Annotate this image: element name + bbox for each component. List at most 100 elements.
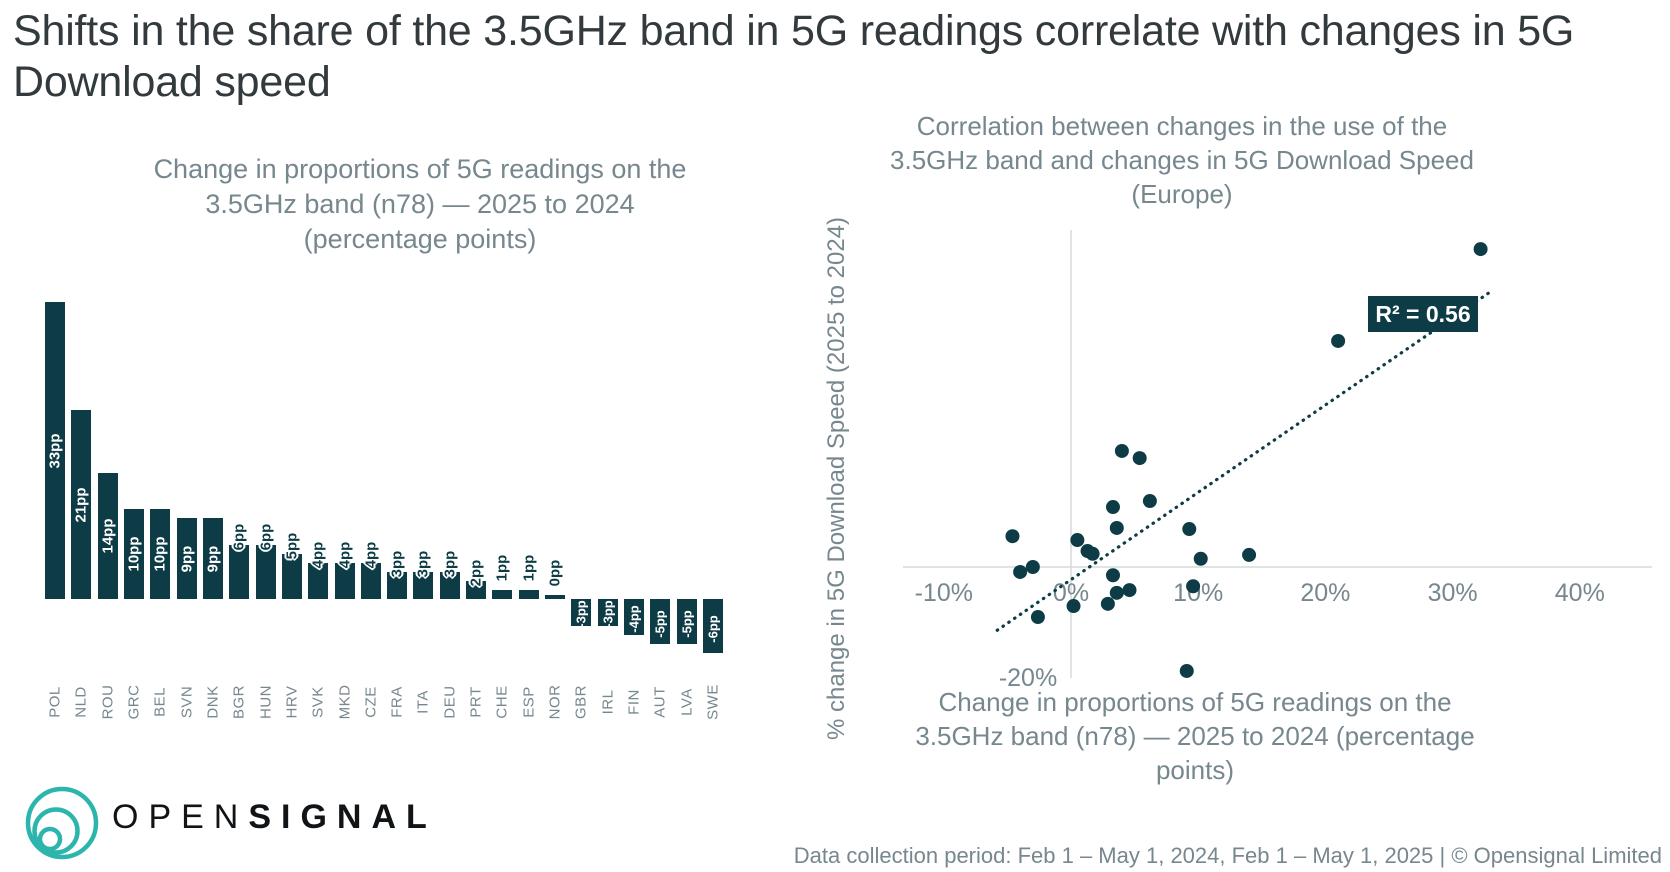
bar-value-label: 2pp xyxy=(467,559,485,587)
scatter-point xyxy=(1109,520,1124,535)
bar-value-label: -3pp xyxy=(600,600,616,628)
bar-value-label: 10pp xyxy=(151,536,169,572)
bar-GBR xyxy=(571,599,592,626)
scatter-point xyxy=(1005,529,1020,544)
scatter-point xyxy=(1142,494,1157,508)
country-label-CHE: CHE xyxy=(493,685,511,719)
bar-value-label: 4pp xyxy=(336,541,354,569)
y-tick--20%: -20% xyxy=(999,664,1057,692)
scatter-point xyxy=(1473,242,1488,257)
scatter-point xyxy=(1132,451,1147,466)
bar-ROU xyxy=(97,473,118,599)
bar-value-label: 6pp xyxy=(230,523,248,551)
bar-value-label: 9pp xyxy=(178,545,196,572)
bar-chart-title: Change in proportions of 5G readings on … xyxy=(153,154,687,255)
r2-badge xyxy=(1368,296,1478,332)
bar-value-label: 3pp xyxy=(388,550,406,578)
scatter-point xyxy=(1105,568,1120,583)
bar-PRT xyxy=(466,581,487,599)
bar-DNK xyxy=(202,518,223,599)
bar-value-label: 0pp xyxy=(546,559,564,587)
scatter-point xyxy=(1122,583,1137,598)
bar-ESP xyxy=(518,590,539,599)
scatter-point xyxy=(1070,533,1085,548)
scatter-point xyxy=(1193,551,1208,566)
country-label-AUT: AUT xyxy=(651,686,669,718)
country-label-DNK: DNK xyxy=(204,685,222,719)
country-label-NLD: NLD xyxy=(72,686,90,718)
scatter-plot: -10% 0% 10% 20% 30% 40%-20%R² = 0.56 xyxy=(903,230,1652,692)
country-label-ROU: ROU xyxy=(99,684,117,720)
scatter-chart-title: Correlation between changes in the use o… xyxy=(890,111,1474,209)
country-label-HUN: HUN xyxy=(257,685,275,719)
bar-value-label: 1pp xyxy=(493,554,511,582)
scatter-point xyxy=(1114,443,1129,458)
country-label-FIN: FIN xyxy=(625,689,643,715)
country-label-NOR: NOR xyxy=(546,684,564,720)
bar-value-label: 4pp xyxy=(362,541,380,569)
r2-label: R² = 0.56 xyxy=(1375,301,1470,327)
opensignal-logo-icon xyxy=(25,786,99,860)
bar-chart: 33pp POL 21pp NLD 14pp ROU 10pp GRC 10pp BEL 9pp SV… xyxy=(0,0,760,760)
opensignal-logo-text: OPENSIGNAL xyxy=(112,798,437,837)
x-tick-20%: 20% xyxy=(1300,579,1350,607)
bar-value-label: -5pp xyxy=(679,610,695,638)
bar-GRC xyxy=(123,509,144,599)
bar-POL xyxy=(45,302,65,599)
bar-CHE xyxy=(492,590,513,599)
bar-FRA xyxy=(387,572,408,599)
bar-BEL xyxy=(150,509,171,599)
bar-DEU xyxy=(439,572,460,599)
scatter-point xyxy=(1186,579,1201,594)
scatter-point xyxy=(1013,564,1028,579)
x-tick--10%: -10% xyxy=(915,579,973,607)
scatter-point xyxy=(1182,522,1197,537)
logo-text-open: OPEN xyxy=(112,798,249,836)
country-label-BGR: BGR xyxy=(230,684,248,720)
bar-value-label: -6pp xyxy=(705,614,721,643)
country-label-GRC: GRC xyxy=(125,684,143,720)
bar-CZE xyxy=(360,563,381,599)
bar-value-label: 21pp xyxy=(72,486,90,523)
x-tick-30%: 30% xyxy=(1428,579,1478,607)
scatter-point xyxy=(1100,596,1115,611)
bar-BGR xyxy=(229,545,250,599)
scatter-point xyxy=(1105,500,1120,515)
bar-MKD xyxy=(334,563,355,599)
bar-FIN xyxy=(624,599,645,635)
country-label-DEU: DEU xyxy=(441,685,459,719)
bar-NOR xyxy=(545,595,566,599)
trend-line xyxy=(995,288,1495,632)
bar-SVK xyxy=(308,563,329,599)
bar-value-label: 3pp xyxy=(414,550,432,578)
data-collection-note: Data collection period: Feb 1 – May 1, 2… xyxy=(793,843,1662,868)
bar-value-label: 1pp xyxy=(520,554,538,582)
scatter-point xyxy=(1242,547,1257,562)
bar-LVA xyxy=(676,599,697,644)
bar-value-label: 4pp xyxy=(309,541,327,569)
bar-HRV xyxy=(281,554,302,599)
bar-value-label: 10pp xyxy=(125,536,143,572)
country-label-ITA: ITA xyxy=(414,690,432,714)
page-title: Shifts in the share of the 3.5GHz band i… xyxy=(13,7,1575,106)
country-label-PRT: PRT xyxy=(467,686,485,718)
scatter-point xyxy=(1179,663,1194,678)
bar-ITA xyxy=(413,572,434,599)
logo-text-signal: SIGNAL xyxy=(248,798,437,836)
scatter-point xyxy=(1066,599,1081,614)
bar-value-label: 33pp xyxy=(46,432,64,469)
bar-SVN xyxy=(176,518,197,599)
bar-value-label: 3pp xyxy=(441,550,459,578)
bar-IRL xyxy=(597,599,618,626)
country-label-SVN: SVN xyxy=(178,685,196,719)
scatter-point xyxy=(1030,610,1045,625)
bar-value-label: 5pp xyxy=(283,532,301,560)
bar-NLD xyxy=(71,410,92,599)
bar-value-label: -4pp xyxy=(626,605,642,633)
bar-value-label: 9pp xyxy=(204,545,222,572)
country-label-ESP: ESP xyxy=(520,686,538,718)
country-label-HRV: HRV xyxy=(283,685,301,719)
bar-SWE xyxy=(703,599,723,653)
scatter-point xyxy=(1025,560,1040,574)
